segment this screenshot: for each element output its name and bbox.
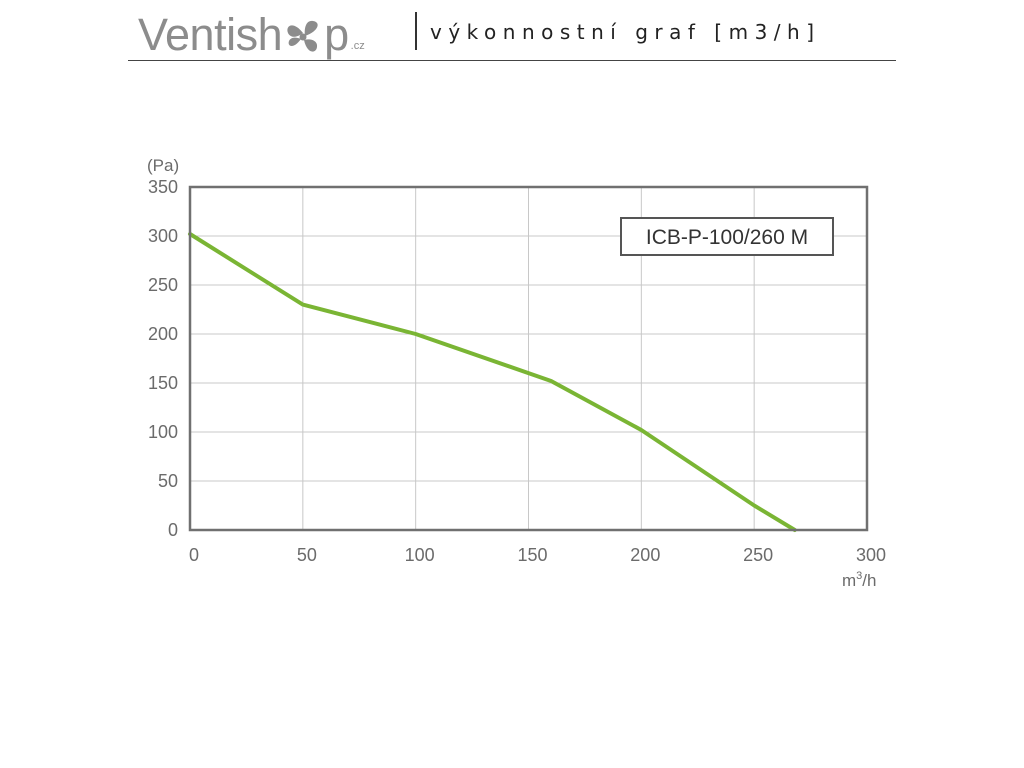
logo-text-p: p [324,9,349,60]
y-tick-label: 200 [148,324,178,344]
y-tick-label: 350 [148,177,178,197]
x-tick-label: 100 [405,545,435,565]
y-tick-label: 50 [158,471,178,491]
y-tick-label: 0 [168,520,178,540]
page-header: Ventish p .cz výkonnostní graf [m3/h] [128,0,896,62]
x-tick-label: 250 [743,545,773,565]
y-tick-labels: 0 50 100 150 200 250 300 350 [148,177,178,540]
x-tick-label: 50 [297,545,317,565]
y-tick-label: 250 [148,275,178,295]
plot-frame [188,185,869,532]
series-layer [188,232,797,532]
x-tick-label: 300 [856,545,886,565]
brand-logo[interactable]: Ventish p .cz [138,2,365,60]
x-tick-label: 0 [189,545,199,565]
header-rule [128,60,896,61]
x-axis-label-superscript: 3 [856,570,862,582]
fan-icon [287,20,318,52]
legend-frame [620,217,834,256]
y-tick-label: 300 [148,226,178,246]
y-tick-label: 100 [148,422,178,442]
legend-label: ICB-P-100/260 M [646,226,808,249]
logo-text-ventish: Ventish [138,9,283,60]
x-tick-label: 200 [630,545,660,565]
x-tick-label: 150 [517,545,547,565]
header-divider [415,12,417,50]
logo-suffix: .cz [350,40,365,52]
x-axis-label: m3/h [842,570,876,590]
model-legend: ICB-P-100/260 M [620,217,834,256]
series-line [188,232,797,532]
x-tick-labels: 0 50 100 150 200 250 300 [189,545,886,565]
page-subtitle: výkonnostní graf [m3/h] [430,20,821,44]
y-tick-label: 150 [148,373,178,393]
y-axis-label: (Pa) [147,156,179,175]
